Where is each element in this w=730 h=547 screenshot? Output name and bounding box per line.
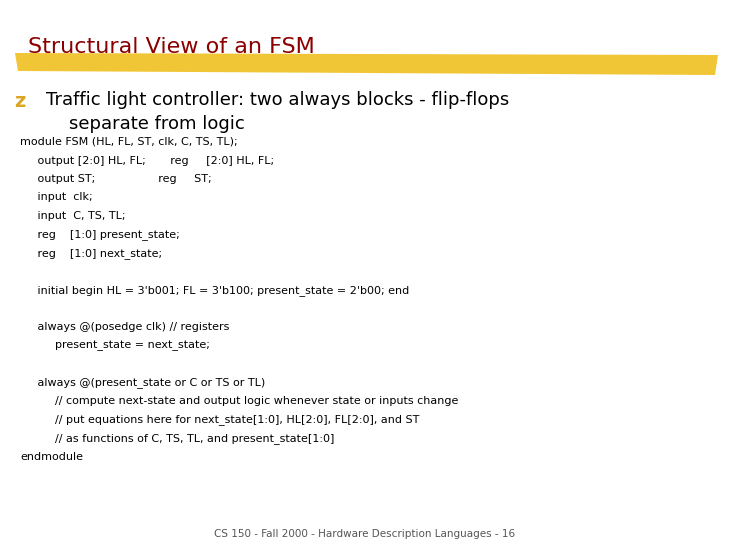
- Text: present_state = next_state;: present_state = next_state;: [20, 340, 210, 351]
- Text: endmodule: endmodule: [20, 451, 83, 462]
- Text: reg    [1:0] next_state;: reg [1:0] next_state;: [20, 248, 162, 259]
- Text: output [2:0] HL, FL;       reg     [2:0] HL, FL;: output [2:0] HL, FL; reg [2:0] HL, FL;: [20, 155, 274, 166]
- Text: // compute next-state and output logic whenever state or inputs change: // compute next-state and output logic w…: [20, 396, 458, 406]
- Polygon shape: [15, 53, 718, 75]
- Text: initial begin HL = 3'b001; FL = 3'b100; present_state = 2'b00; end: initial begin HL = 3'b001; FL = 3'b100; …: [20, 285, 410, 296]
- Text: // put equations here for next_state[1:0], HL[2:0], FL[2:0], and ST: // put equations here for next_state[1:0…: [20, 415, 419, 426]
- Text: output ST;                  reg     ST;: output ST; reg ST;: [20, 174, 212, 184]
- Text: always @(posedge clk) // registers: always @(posedge clk) // registers: [20, 322, 229, 332]
- Text: // as functions of C, TS, TL, and present_state[1:0]: // as functions of C, TS, TL, and presen…: [20, 433, 334, 444]
- Text: z: z: [14, 92, 26, 111]
- Text: input  clk;: input clk;: [20, 193, 93, 202]
- Text: module FSM (HL, FL, ST, clk, C, TS, TL);: module FSM (HL, FL, ST, clk, C, TS, TL);: [20, 137, 238, 147]
- Text: CS 150 - Fall 2000 - Hardware Description Languages - 16: CS 150 - Fall 2000 - Hardware Descriptio…: [215, 529, 515, 539]
- Text: always @(present_state or C or TS or TL): always @(present_state or C or TS or TL): [20, 377, 265, 388]
- Text: input  C, TS, TL;: input C, TS, TL;: [20, 211, 126, 221]
- Text: Traffic light controller: two always blocks - flip-flops: Traffic light controller: two always blo…: [46, 91, 510, 109]
- Text: Structural View of an FSM: Structural View of an FSM: [28, 37, 315, 57]
- Text: separate from logic: separate from logic: [46, 115, 245, 133]
- Text: reg    [1:0] present_state;: reg [1:0] present_state;: [20, 230, 180, 240]
